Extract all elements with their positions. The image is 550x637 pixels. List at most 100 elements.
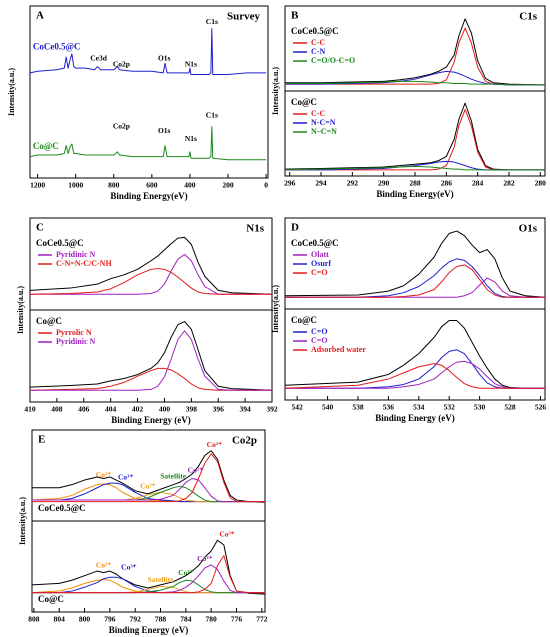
x-tick-label: 408 [51,405,63,414]
spectrum-line [30,254,272,295]
spectrum-line [32,478,265,503]
x-tick-label: 776 [231,615,243,624]
spectrum-line [285,349,545,389]
x-tick-label: 296 [284,179,296,188]
x-tick-label: 292 [347,179,359,188]
x-axis-label: Binding Energy (eV) [109,625,189,635]
sample-label: Co@C [291,97,317,107]
spectrum-line [29,321,273,391]
spectrum-line [29,367,272,391]
peak-annotation: Ce3d [90,53,107,62]
peak-annotation: N1s [185,134,197,143]
x-tick-label: 792 [130,615,142,624]
legend-label: C-N=N-C/C-NH [56,259,112,268]
legend-label: Adsorbed water [311,345,366,354]
sample-label: Co@C [291,315,317,325]
peak-annotation: O1s [158,126,171,135]
peak-annotation: O1s [158,53,171,62]
legend-label: N–C=N [311,127,337,136]
x-tick-label: 280 [535,179,547,188]
x-axis-label: Binding Energy(eV) [110,191,187,201]
x-tick-label: 406 [78,405,90,414]
peak-annotation: C1s [206,110,218,119]
legend-label: Pyridinic N [56,250,96,259]
panel-letter: C [36,222,44,234]
legend-label: Osurf [311,259,331,268]
sample-label: Co@C [38,594,64,604]
peak-annotation: Co2p [113,60,130,69]
legend-label: C=O [311,336,328,345]
spectrum-line [29,268,272,295]
legend-label: Pyridinic N [56,337,96,346]
x-axis-label: Binding Energy (eV) [375,413,455,423]
panel-letter: A [36,10,44,22]
x-tick-label: 290 [378,179,390,188]
peak-annotation: Satellite [148,575,174,584]
peak-annotation: Co³⁺ [219,530,234,539]
x-tick-label: 788 [155,615,167,624]
x-axis-label: Binding Energy (eV) [111,415,191,425]
x-tick-label: 392 [266,405,278,414]
panel-title: O1s [519,223,538,235]
panel-title: Co2p [232,435,257,447]
x-tick-label: 398 [186,405,198,414]
x-tick-label: 772 [256,615,268,624]
legend-label: C-C [311,109,325,118]
spectrum-line [284,230,546,298]
y-axis-label: Intensity(a.u.) [7,68,16,116]
x-tick-label: 800 [108,181,120,190]
y-axis-label: Intensity(a.u.) [16,286,25,334]
sample-label: Co@C [36,316,62,326]
x-tick-label: 534 [413,403,425,412]
x-tick-label: 284 [472,179,484,188]
legend-label: C-C [311,38,325,47]
sample-label: CoCe0.5@C [291,26,339,36]
peak-annotation: Co³⁺ [140,482,155,491]
peak-annotation: Co2p [113,121,130,130]
spectrum-line [32,450,266,503]
x-tick-label: 784 [180,615,192,624]
legend-label: Pyrrolic N [56,328,92,337]
x-tick-label: 532 [444,403,456,412]
x-tick-label: 804 [54,615,66,624]
peak-annotation: Co²⁺ [207,440,222,449]
x-axis-label: Binding Energy(eV) [376,189,453,199]
x-tick-label: 394 [239,405,251,414]
legend-label: CoCe0.5@C [33,42,81,52]
panel-letter: B [291,10,299,22]
x-tick-label: 528 [504,403,516,412]
spectrum-line [284,320,545,389]
x-tick-label: 402 [132,405,144,414]
x-tick-label: 530 [474,403,486,412]
panel-title: C1s [519,11,537,23]
legend-label: Olatt [311,250,329,259]
peak-annotation: C1s [206,17,218,26]
legend-label: C=O [311,327,328,336]
x-tick-label: 288 [409,179,421,188]
panel-letter: D [291,222,299,234]
sample-label: CoCe0.5@C [36,238,84,248]
peak-annotation: Co²⁺ [96,470,111,479]
legend-label: Co@C [33,141,59,151]
panel-title: N1s [246,223,264,235]
x-tick-label: 396 [213,405,225,414]
peak-annotation: Co²⁺ [178,568,193,577]
spectrum-line [284,102,545,171]
x-tick-label: 410 [24,405,36,414]
x-tick-label: 600 [146,181,158,190]
x-tick-label: 294 [315,179,327,188]
x-tick-label: 404 [105,405,117,414]
x-tick-label: 536 [383,403,395,412]
spectrum-line [284,363,545,389]
legend-label: C=O [311,268,328,277]
peak-annotation: Co²⁺ [197,554,212,563]
x-tick-label: 1200 [30,181,45,190]
y-axis-label: Intensity(a.u.) [271,285,280,333]
peak-annotation: N1s [185,60,197,69]
peak-annotation: Satellite [160,472,186,481]
spectrum-line [31,539,266,595]
spectrum-line [30,330,272,391]
x-tick-label: 542 [292,403,304,412]
x-tick-label: 538 [352,403,364,412]
x-tick-label: 526 [535,403,547,412]
